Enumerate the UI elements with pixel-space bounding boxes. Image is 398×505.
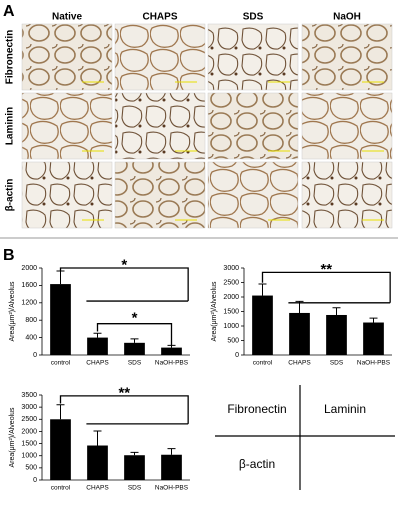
x-tick-label: NaOH-PBS [357,360,391,367]
x-tick-label: SDS [330,360,344,367]
error-bar [130,338,139,343]
micrograph [21,92,113,160]
column-header: NaOH [333,12,361,23]
micrograph [21,161,113,229]
bar [50,419,71,480]
bar [50,284,71,355]
y-tick-label: 0 [33,352,37,359]
row-label: β-actin [5,179,16,212]
column-header: Native [52,12,82,23]
significance-bracket [261,271,391,304]
error-bar [93,430,102,446]
micrograph [207,23,299,91]
x-tick-label: CHAPS [288,360,311,367]
y-tick-label: 400 [25,334,37,341]
micrograph [301,161,393,229]
y-tick-label: 800 [25,317,37,324]
error-bar [56,404,65,420]
bar [363,322,384,355]
error-bar [258,283,267,296]
y-tick-label: 2500 [223,279,239,286]
error-bar [167,344,176,348]
error-bar [332,307,341,315]
micrograph [114,23,206,91]
x-tick-label: CHAPS [86,360,109,367]
micrograph [114,161,206,229]
micrograph [207,92,299,160]
significance-mark: ** [118,385,130,402]
y-tick-label: 1500 [21,440,37,447]
y-axis-label: Area(μm²)/Alveolus [9,281,16,342]
x-tick-label: CHAPS [86,485,109,492]
significance-bracket [59,395,189,425]
key-label: Fibronectin [227,402,286,416]
y-axis-label: Area(μm²)/Alveolus [9,407,16,468]
significance-mark: * [132,310,138,327]
y-tick-label: 1000 [21,453,37,460]
micrograph [21,23,113,91]
x-tick-label: SDS [128,360,142,367]
y-tick-label: 0 [33,477,37,484]
row-label: Fibronectin [5,30,16,84]
x-tick-label: SDS [128,485,142,492]
micrograph [301,23,393,91]
y-tick-label: 500 [227,337,239,344]
error-bar [167,448,176,455]
y-tick-label: 1600 [21,282,37,289]
bar [161,454,182,480]
x-tick-label: control [51,360,71,367]
bar [326,314,347,355]
key-label: β-actin [239,457,275,471]
significance-bracket [96,323,173,346]
panel-label: A [3,3,15,20]
bar [87,445,108,480]
row-label: Laminin [5,107,16,145]
micrograph [207,161,299,229]
x-tick-label: NaOH-PBS [155,360,189,367]
bar [124,455,145,480]
bar [289,312,310,355]
error-bar [56,270,65,285]
bar [161,347,182,355]
y-tick-label: 1200 [21,300,37,307]
y-tick-label: 3000 [223,265,239,272]
panel-label: B [3,247,15,264]
y-tick-label: 2000 [21,428,37,435]
column-header: SDS [243,12,264,23]
bar [252,295,273,355]
micrograph [114,92,206,160]
significance-bracket [59,267,189,302]
y-axis-label: Area(μm²)/Alveolus [211,281,218,342]
y-tick-label: 1000 [223,323,239,330]
micrograph [301,92,393,160]
bar [124,342,145,355]
y-tick-label: 2500 [21,416,37,423]
y-tick-label: 500 [25,465,37,472]
key-label: Laminin [324,402,366,416]
error-bar [369,317,378,323]
bar [87,337,108,355]
error-bar [130,451,139,456]
y-tick-label: 2000 [21,265,37,272]
y-tick-label: 1500 [223,308,239,315]
x-tick-label: control [253,360,273,367]
x-tick-label: NaOH-PBS [155,485,189,492]
y-tick-label: 3000 [21,404,37,411]
column-header: CHAPS [142,12,177,23]
y-tick-label: 2000 [223,294,239,301]
x-tick-label: control [51,485,71,492]
significance-mark: * [121,257,127,274]
y-tick-label: 0 [235,352,239,359]
y-tick-label: 3500 [21,392,37,399]
error-bar [93,332,102,338]
significance-mark: ** [320,261,332,278]
